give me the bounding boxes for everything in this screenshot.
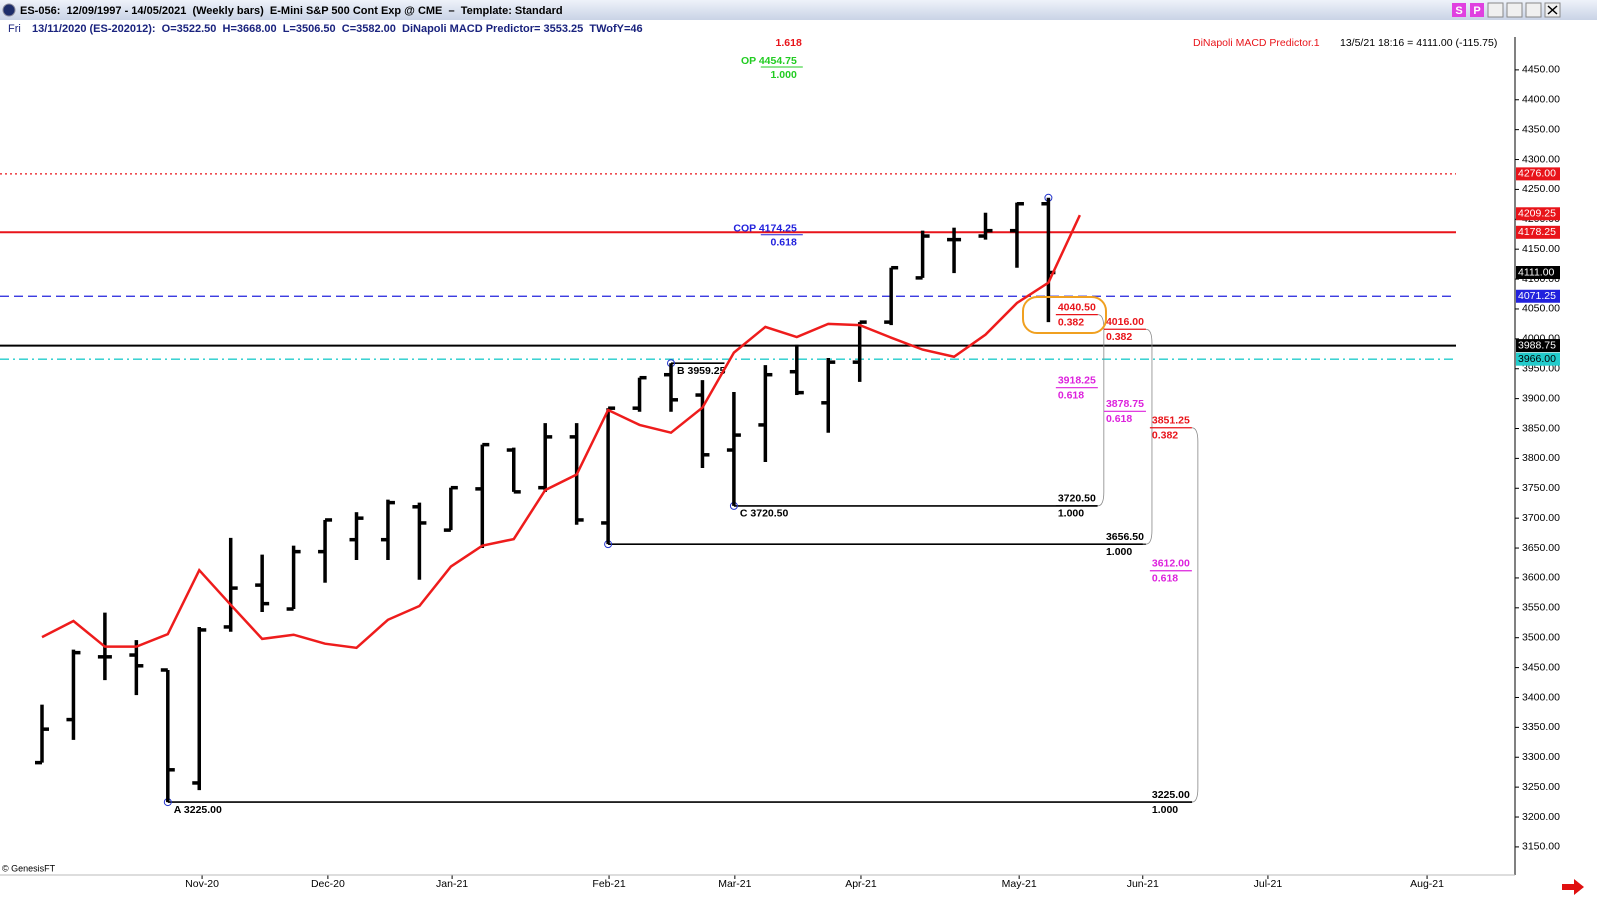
y-tick-label: 4050.00 (1522, 303, 1560, 315)
projection-bracket (1145, 328, 1153, 545)
x-tick-label: Aug-21 (1410, 878, 1444, 890)
target-ratio: 1.000 (771, 69, 797, 81)
source: © GenesisFT (2, 863, 56, 873)
y-tick-label: 3750.00 (1522, 482, 1560, 494)
projection-ratio: 0.382 (1152, 430, 1178, 442)
y-tick-label: 3850.00 (1522, 422, 1560, 434)
price-tag (1516, 167, 1560, 181)
y-tick-label: 4150.00 (1522, 243, 1560, 255)
x-tick-label: Jun-21 (1127, 878, 1159, 890)
projection-price: 3878.75 (1106, 398, 1144, 410)
price-tag (1516, 352, 1560, 366)
y-tick-label: 3550.00 (1522, 602, 1560, 614)
x-tick-label: Jan-21 (436, 878, 468, 890)
projection-ratio: 0.382 (1058, 316, 1084, 328)
projection-ratio: 1.000 (1152, 804, 1178, 816)
y-tick-label: 3400.00 (1522, 691, 1560, 703)
projection-ratio: 0.618 (1058, 389, 1084, 401)
maximize-button[interactable] (1525, 2, 1542, 18)
extension-label: 1.618 (776, 37, 802, 49)
window-title: ES-056: 12/09/1997 - 14/05/2021 (Weekly … (20, 5, 563, 17)
close-icon (1547, 5, 1558, 15)
y-tick-label: 3300.00 (1522, 751, 1560, 763)
target-label: OP 4454.75 (741, 55, 797, 67)
info-day: Fri (8, 23, 21, 35)
x-tick-label: Jul-21 (1254, 878, 1283, 890)
indicator-readout: 13/5/21 18:16 = 4111.00 (-115.75) (1340, 37, 1497, 49)
y-tick-label: 4350.00 (1522, 123, 1560, 135)
y-tick-label: 4300.00 (1522, 153, 1560, 165)
projection-bracket (1191, 427, 1199, 803)
projection-ratio: 0.618 (1106, 413, 1132, 425)
x-tick-label: Mar-21 (718, 878, 751, 890)
projection-price: 3851.25 (1152, 415, 1190, 427)
projection-ratio: 1.000 (1106, 546, 1132, 558)
y-tick-label: 4400.00 (1522, 94, 1560, 106)
projection-ratio: 0.618 (1152, 573, 1178, 585)
price-tag-label: 3988.75 (1518, 339, 1556, 351)
price-tag-label: 4178.25 (1518, 226, 1556, 238)
app-icon (2, 3, 16, 17)
target-ratio: 0.618 (771, 236, 797, 248)
price-tag (1516, 266, 1560, 280)
y-tick-label: 3350.00 (1522, 721, 1560, 733)
button-label[interactable]: P (1473, 5, 1480, 17)
target-label: COP 4174.25 (733, 222, 797, 234)
button[interactable] (1470, 3, 1484, 17)
y-tick-label: 3900.00 (1522, 392, 1560, 404)
info-bar (0, 20, 1597, 37)
title-bar (0, 0, 1597, 20)
projection-price: 3720.50 (1058, 493, 1096, 505)
pivot-label: C 3720.50 (740, 508, 789, 520)
projection-bracket (1097, 314, 1105, 507)
projection-price: 3225.00 (1152, 789, 1190, 801)
pivot-label: B 3959.25 (677, 365, 726, 377)
y-tick-label: 3800.00 (1522, 452, 1560, 464)
y-tick-label: 3700.00 (1522, 512, 1560, 524)
pivot-label: A 3225.00 (174, 804, 222, 816)
y-tick-label: 3250.00 (1522, 781, 1560, 793)
button[interactable] (1452, 3, 1466, 17)
price-tag-label: 4111.00 (1518, 266, 1555, 278)
price-tag (1516, 289, 1560, 303)
y-tick-label: 3200.00 (1522, 811, 1560, 823)
scroll-arrow[interactable] (1562, 879, 1584, 895)
x-tick-label: Feb-21 (592, 878, 625, 890)
projection-price: 3656.50 (1106, 531, 1144, 543)
y-tick-label: 3150.00 (1522, 841, 1560, 853)
projection-price: 4040.50 (1058, 301, 1096, 313)
x-tick-label: Dec-20 (311, 878, 345, 890)
y-tick-label: 3600.00 (1522, 572, 1560, 584)
x-tick-label: Nov-20 (185, 878, 219, 890)
price-tag-label: 3966.00 (1518, 353, 1556, 365)
y-axis-panel (1515, 37, 1597, 908)
price-tag-label: 4209.25 (1518, 208, 1556, 220)
projection-price: 3918.25 (1058, 374, 1096, 386)
highlight (1022, 296, 1107, 334)
window-button[interactable] (1487, 2, 1504, 18)
price-tag-label: 4276.00 (1518, 168, 1556, 180)
x-tick-label: May-21 (1002, 878, 1037, 890)
price-tag (1516, 207, 1560, 221)
indicator-name: DiNapoli MACD Predictor.1 (1193, 37, 1320, 49)
projection-ratio: 0.382 (1106, 331, 1132, 343)
price-tag (1516, 339, 1560, 353)
projection-ratio: 1.000 (1058, 508, 1084, 520)
y-tick-label: 4450.00 (1522, 64, 1560, 76)
y-tick-label: 3500.00 (1522, 631, 1560, 643)
x-tick-label: Apr-21 (845, 878, 877, 890)
projection-price: 4016.00 (1106, 316, 1144, 328)
y-tick-label: 3450.00 (1522, 661, 1560, 673)
y-tick-label: 4250.00 (1522, 183, 1560, 195)
predictor-line (41, 214, 1081, 650)
minimize-button[interactable] (1506, 2, 1523, 18)
price-tag (1516, 225, 1560, 239)
info-line: 13/11/2020 (ES-202012): O=3522.50 H=3668… (32, 23, 643, 35)
button-label[interactable]: S (1455, 5, 1462, 17)
y-tick-label: 3650.00 (1522, 542, 1560, 554)
price-tag-label: 4071.25 (1518, 290, 1556, 302)
projection-price: 3612.00 (1152, 558, 1190, 570)
